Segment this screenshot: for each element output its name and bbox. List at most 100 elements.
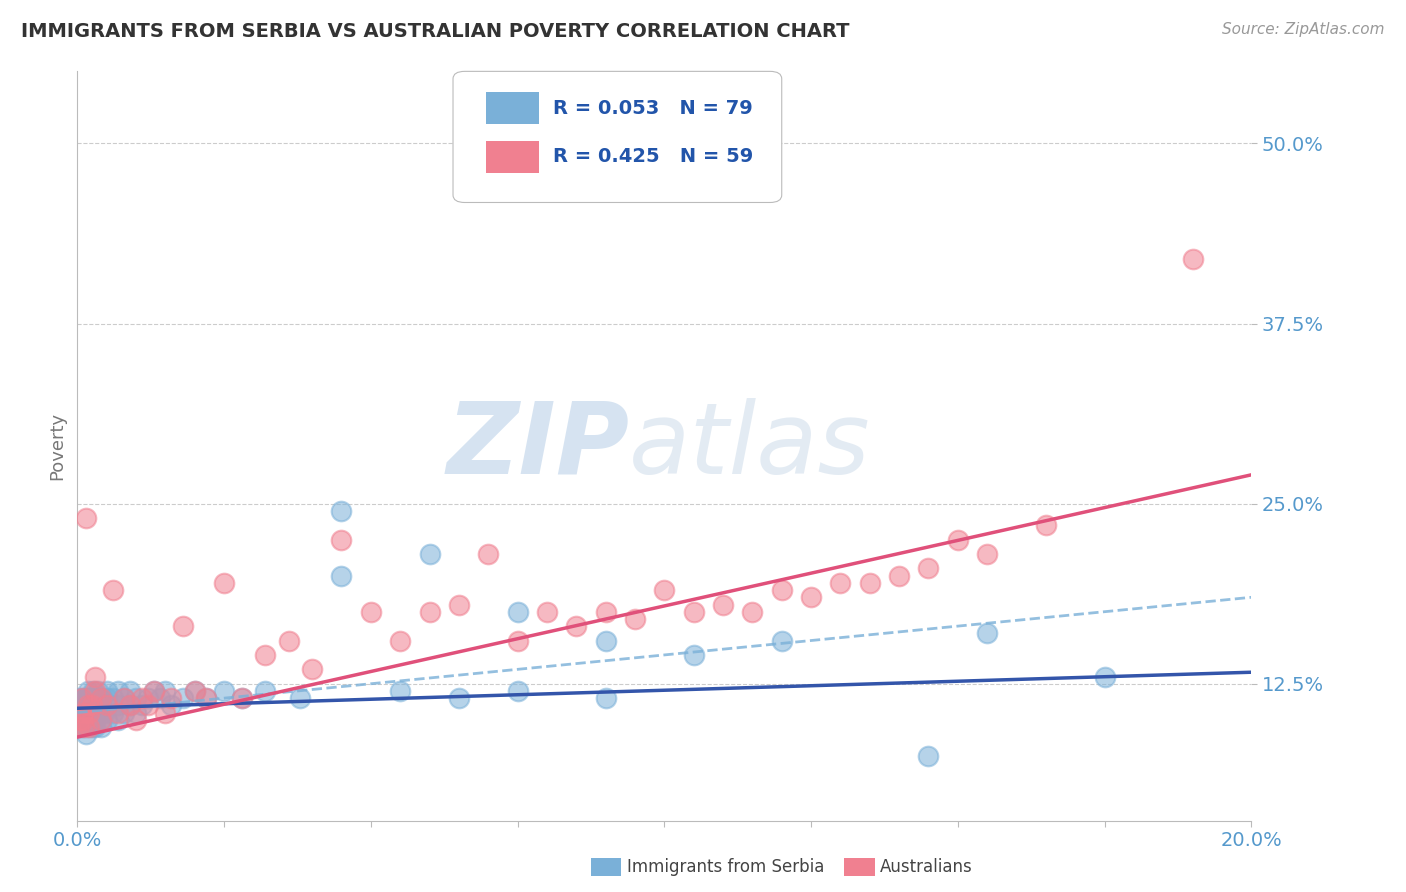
Point xyxy=(101,583,124,598)
Point xyxy=(889,568,911,582)
Point xyxy=(330,504,353,518)
Point xyxy=(84,713,107,727)
Point xyxy=(231,691,253,706)
Point xyxy=(195,691,218,706)
Point xyxy=(155,706,177,720)
Text: R = 0.053   N = 79: R = 0.053 N = 79 xyxy=(553,99,752,118)
Point xyxy=(830,575,852,590)
Point xyxy=(107,706,129,720)
Point xyxy=(96,684,118,698)
Point xyxy=(80,691,103,706)
Point xyxy=(76,691,98,706)
Point xyxy=(120,698,142,713)
Point xyxy=(72,713,94,727)
Point xyxy=(77,706,100,720)
Point xyxy=(120,684,142,698)
Point xyxy=(107,684,129,698)
Point xyxy=(72,713,94,727)
Point xyxy=(112,691,135,706)
Point xyxy=(136,698,159,713)
Point xyxy=(160,691,183,706)
Point xyxy=(67,720,90,734)
Point xyxy=(84,691,107,706)
Point xyxy=(90,720,112,734)
Point xyxy=(682,648,704,662)
Point xyxy=(142,684,165,698)
Point xyxy=(69,720,91,734)
Point xyxy=(800,591,823,605)
Point xyxy=(96,713,118,727)
Point xyxy=(77,713,100,727)
Point xyxy=(80,706,103,720)
Point xyxy=(142,684,165,698)
Point xyxy=(70,691,93,706)
Text: Australians: Australians xyxy=(880,858,973,876)
Point xyxy=(69,713,91,727)
Point xyxy=(70,706,93,720)
Point xyxy=(565,619,588,633)
Point xyxy=(77,698,100,713)
Point xyxy=(96,698,118,713)
Point xyxy=(389,633,412,648)
Point xyxy=(76,720,98,734)
Point xyxy=(859,575,882,590)
Point xyxy=(506,633,529,648)
Point xyxy=(87,691,110,706)
Point xyxy=(90,698,112,713)
Point xyxy=(77,691,100,706)
Point xyxy=(125,706,148,720)
Point xyxy=(595,605,617,619)
Point xyxy=(976,626,998,640)
Point xyxy=(183,684,207,698)
Point xyxy=(330,568,353,582)
Point xyxy=(131,691,153,706)
Point xyxy=(90,713,112,727)
Point xyxy=(72,706,94,720)
Point xyxy=(90,691,112,706)
Point xyxy=(84,698,107,713)
Point xyxy=(160,698,183,713)
Point xyxy=(946,533,969,547)
Text: IMMIGRANTS FROM SERBIA VS AUSTRALIAN POVERTY CORRELATION CHART: IMMIGRANTS FROM SERBIA VS AUSTRALIAN POV… xyxy=(21,22,849,41)
Point xyxy=(80,713,103,727)
Point xyxy=(84,720,107,734)
Point xyxy=(82,698,104,713)
Point xyxy=(536,605,558,619)
Point xyxy=(183,684,207,698)
Bar xyxy=(486,93,538,124)
Point xyxy=(711,598,734,612)
Point xyxy=(101,691,124,706)
Point xyxy=(277,633,299,648)
Point xyxy=(75,691,97,706)
Point xyxy=(79,698,101,713)
Point xyxy=(112,691,135,706)
Point xyxy=(741,605,763,619)
Point xyxy=(682,605,704,619)
Point xyxy=(172,691,194,706)
Point xyxy=(73,720,96,734)
Text: atlas: atlas xyxy=(628,398,870,494)
Point xyxy=(112,706,135,720)
Point xyxy=(290,691,312,706)
Point xyxy=(82,684,104,698)
Point xyxy=(360,605,382,619)
Text: R = 0.425   N = 59: R = 0.425 N = 59 xyxy=(553,147,754,166)
Point xyxy=(419,547,441,561)
Point xyxy=(77,720,100,734)
Point xyxy=(96,691,118,706)
Point xyxy=(447,598,470,612)
Point xyxy=(1181,252,1204,266)
Point xyxy=(86,706,108,720)
Point xyxy=(1094,669,1116,683)
Bar xyxy=(486,141,538,172)
Point xyxy=(75,511,97,525)
Point xyxy=(195,691,218,706)
Point xyxy=(506,684,529,698)
Point xyxy=(107,698,129,713)
Point xyxy=(72,706,94,720)
Point xyxy=(125,691,148,706)
Point xyxy=(93,706,115,720)
Point xyxy=(75,727,97,741)
Point xyxy=(976,547,998,561)
Point xyxy=(652,583,676,598)
